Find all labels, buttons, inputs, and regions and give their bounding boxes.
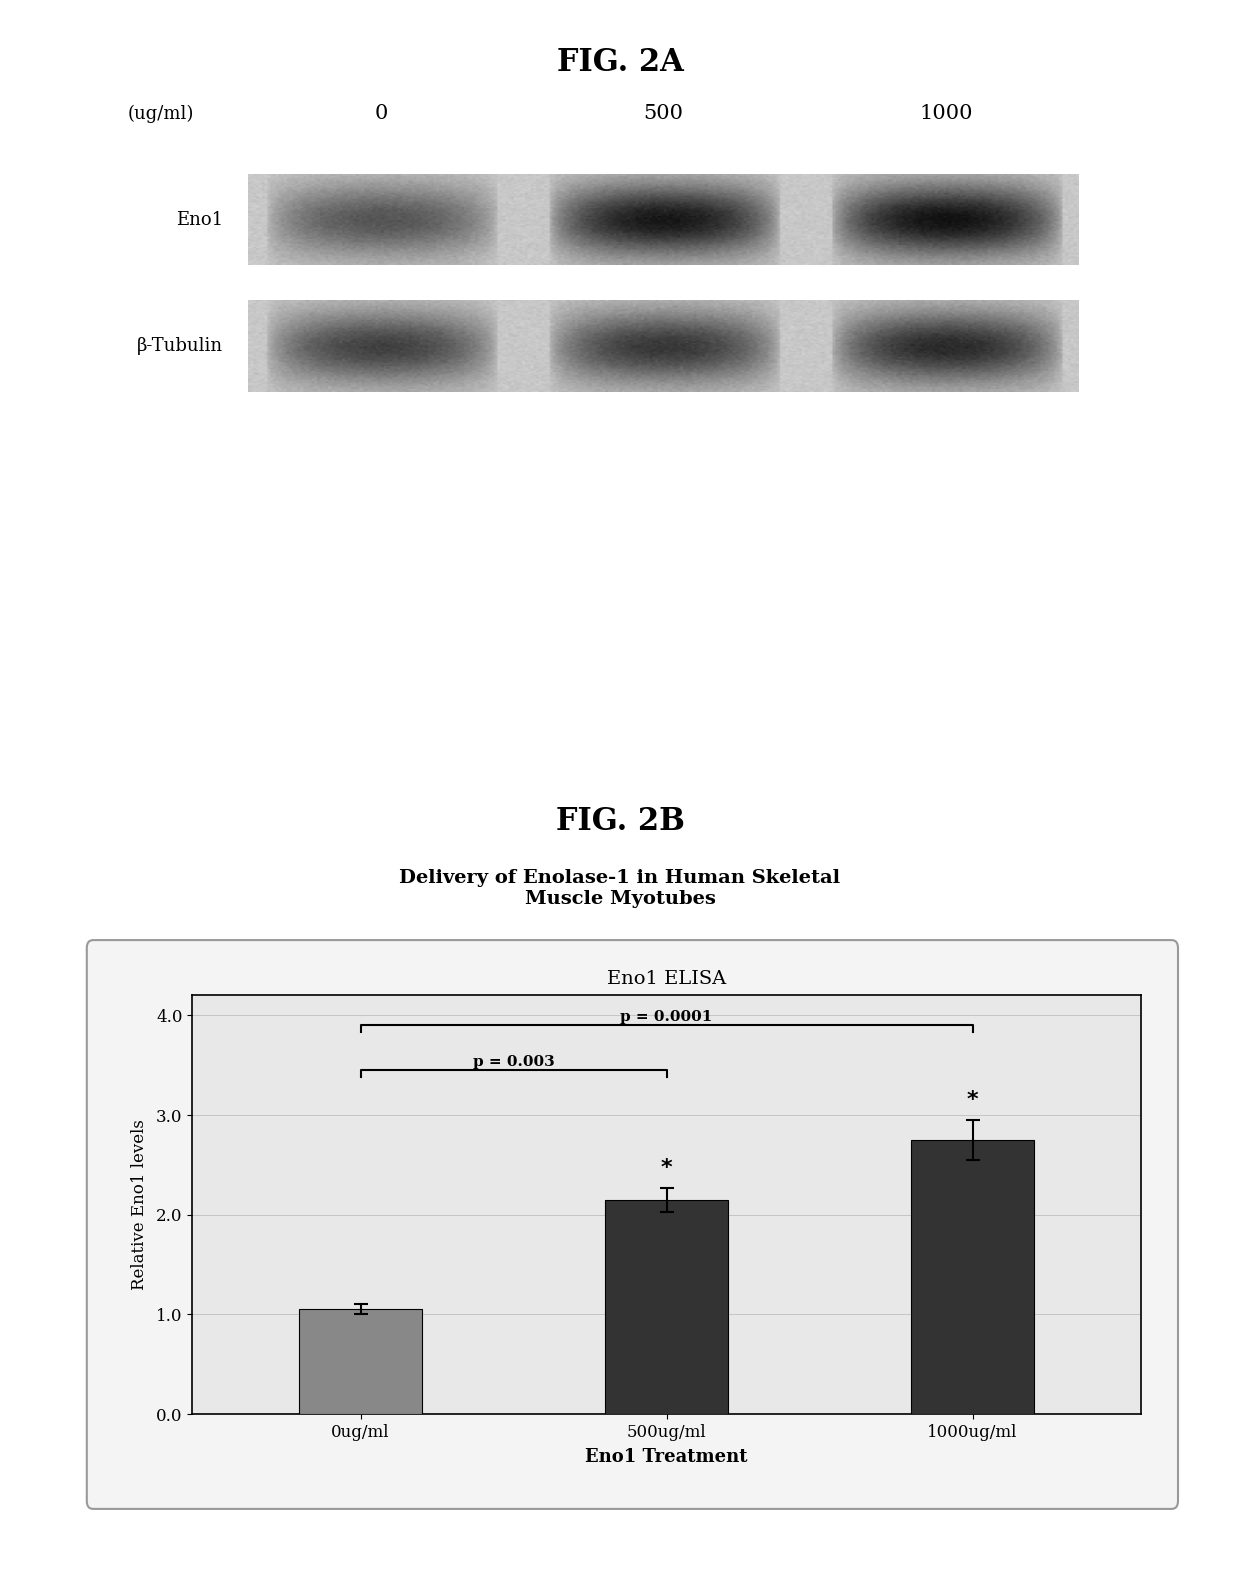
- Title: Eno1 ELISA: Eno1 ELISA: [606, 970, 727, 988]
- Text: (ug/ml): (ug/ml): [128, 104, 195, 123]
- Text: p = 0.003: p = 0.003: [472, 1055, 554, 1070]
- Text: *: *: [967, 1090, 978, 1111]
- X-axis label: Eno1 Treatment: Eno1 Treatment: [585, 1447, 748, 1466]
- Text: 500: 500: [644, 104, 683, 123]
- Y-axis label: Relative Eno1 levels: Relative Eno1 levels: [130, 1119, 148, 1291]
- Text: p = 0.0001: p = 0.0001: [620, 1010, 713, 1024]
- Text: 1000: 1000: [919, 104, 972, 123]
- Bar: [605, 1199, 728, 1414]
- Text: Eno1: Eno1: [176, 210, 223, 229]
- Text: *: *: [661, 1158, 672, 1177]
- Bar: [911, 1139, 1034, 1414]
- Text: β-Tubulin: β-Tubulin: [138, 337, 223, 356]
- Text: FIG. 2B: FIG. 2B: [556, 806, 684, 837]
- Text: 0: 0: [374, 104, 388, 123]
- Text: Delivery of Enolase-1 in Human Skeletal
Muscle Myotubes: Delivery of Enolase-1 in Human Skeletal …: [399, 869, 841, 908]
- Text: FIG. 2A: FIG. 2A: [557, 47, 683, 79]
- Bar: [299, 1310, 422, 1414]
